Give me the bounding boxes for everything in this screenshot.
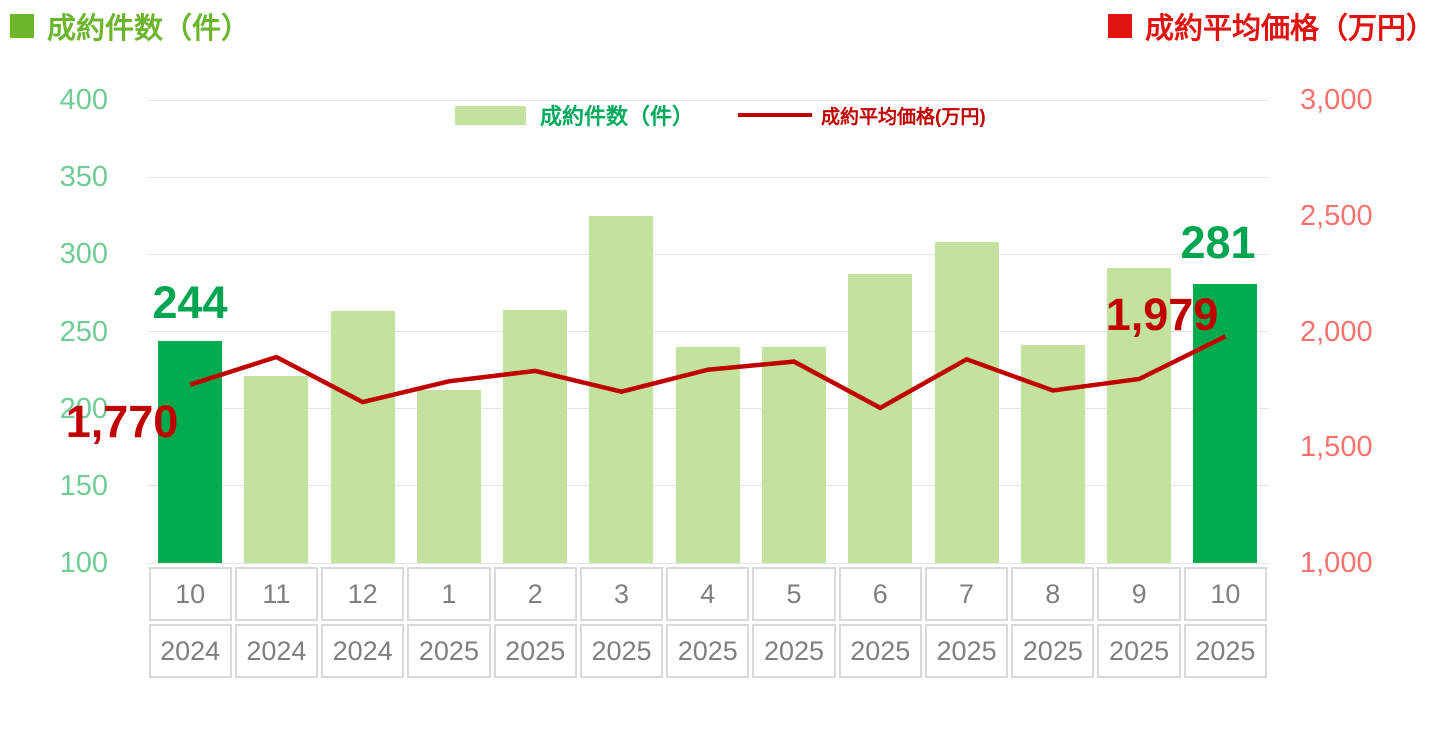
legend: 成約件数（件） 成約平均価格(万円) (455, 103, 986, 129)
right-axis-title: 成約平均価格（万円） (1107, 5, 1435, 47)
x-axis-month-cell: 10 (1183, 567, 1267, 621)
y-axis-left-tick: 350 (59, 161, 108, 194)
bar-4-2025 (675, 346, 740, 563)
bar-8-2025 (1020, 345, 1085, 563)
x-axis-year-cell: 2025 (752, 624, 836, 678)
x-axis-month-cell: 11 (234, 567, 319, 621)
bar-10-2025 (1193, 283, 1258, 563)
bar-legend-swatch-icon (455, 105, 526, 125)
x-axis-month-cell: 12 (321, 567, 405, 621)
y-axis-left-tick: 150 (59, 469, 108, 502)
bar-9-2025 (1107, 268, 1172, 563)
first-bar-value-label: 244 (152, 277, 228, 328)
bar-10-2024 (158, 340, 223, 563)
gridline (147, 176, 1269, 178)
y-axis-right-tick: 2,500 (1300, 199, 1373, 232)
y-axis-left-tick: 250 (59, 315, 108, 348)
x-axis-year-cell: 2025 (579, 624, 664, 678)
bar-6-2025 (848, 274, 913, 563)
x-axis-month-cell: 2 (493, 567, 577, 621)
left-axis-title-text: 成約件数（件） (47, 13, 251, 45)
x-axis-month-cell: 8 (1011, 567, 1095, 621)
x-axis-month-cell: 3 (579, 567, 664, 621)
x-axis-year-cell: 2025 (924, 624, 1009, 678)
x-axis-year-cell: 2025 (666, 624, 750, 678)
x-axis-month-cell: 9 (1097, 567, 1181, 621)
last-bar-value-label: 281 (1180, 217, 1256, 268)
x-axis-year-cell: 2025 (1183, 624, 1267, 678)
y-axis-right-tick: 1,500 (1300, 431, 1373, 464)
x-axis-year-cell: 2024 (234, 624, 319, 678)
y-axis-left-tick: 400 (59, 84, 108, 116)
y-axis-left-tick: 300 (59, 238, 108, 271)
gridline (147, 253, 1269, 255)
x-axis-month-cell: 7 (924, 567, 1009, 621)
y-axis-left-tick: 100 (59, 547, 108, 579)
first-line-value-label: 1,770 (65, 396, 179, 447)
gridline (147, 331, 1269, 332)
red-square-icon (1107, 14, 1132, 38)
bar-7-2025 (934, 241, 999, 563)
y-axis-right-tick: 3,000 (1300, 84, 1373, 116)
x-axis-year-cell: 2025 (407, 624, 491, 678)
x-axis-month-cell: 6 (838, 567, 922, 621)
x-axis-month-cell: 10 (148, 567, 232, 621)
line-legend-swatch-icon (738, 113, 813, 117)
last-line-value-label: 1,979 (1105, 289, 1219, 340)
x-axis-year-cell: 2024 (148, 624, 232, 678)
bar-3-2025 (589, 215, 654, 563)
bar-5-2025 (762, 346, 827, 563)
gridline (147, 562, 1269, 564)
bar-legend-label: 成約件数（件） (540, 104, 695, 129)
green-square-icon (10, 14, 34, 38)
x-axis-year-cell: 2024 (321, 624, 405, 678)
x-axis-month-cell: 5 (752, 567, 836, 621)
bar-11-2024 (244, 376, 309, 563)
x-axis-year-cell: 2025 (493, 624, 577, 678)
bar-2-2025 (503, 309, 568, 563)
bar-1-2025 (416, 390, 481, 563)
y-axis-left-tick: 200 (59, 392, 108, 425)
line-legend-label: 成約平均価格(万円) (821, 106, 986, 128)
x-axis-month-cell: 1 (407, 567, 491, 621)
bar-12-2024 (330, 311, 395, 563)
left-axis-title: 成約件数（件） (10, 5, 250, 47)
y-axis-right-tick: 2,000 (1300, 315, 1373, 348)
y-axis-right-tick: 1,000 (1300, 547, 1373, 579)
x-axis-year-cell: 2025 (1011, 624, 1095, 678)
x-axis-month-cell: 4 (666, 567, 750, 621)
right-axis-title-text: 成約平均価格（万円） (1144, 13, 1435, 45)
x-axis-year-cell: 2025 (838, 624, 922, 678)
x-axis-year-cell: 2025 (1097, 624, 1181, 678)
gridline (147, 99, 1269, 101)
